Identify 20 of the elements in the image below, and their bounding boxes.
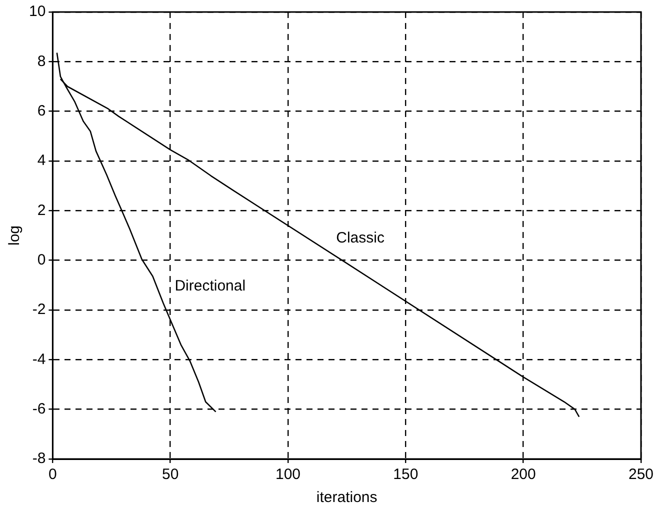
x-tick-label: 0	[48, 466, 57, 484]
series-label: Classic	[336, 229, 385, 246]
y-tick-label: -4	[32, 350, 46, 368]
y-tick-label: 6	[37, 102, 46, 120]
x-tick-label: 50	[162, 466, 179, 484]
y-tick-label: -6	[32, 400, 46, 418]
y-tick-label: 2	[37, 202, 46, 219]
y-tick-label: 4	[37, 152, 46, 170]
x-tick-label: 200	[510, 466, 536, 484]
y-tick-label: 10	[28, 3, 46, 20]
x-tick-label: 250	[628, 466, 654, 484]
y-tick-label: -8	[32, 450, 46, 468]
x-tick-label: 150	[393, 466, 418, 484]
y-tick-label: 0	[37, 251, 46, 268]
x-tick-label: 100	[275, 466, 301, 484]
y-axis-title: log	[6, 225, 24, 246]
series-label: Directional	[174, 277, 246, 294]
y-tick-label: -2	[32, 301, 46, 318]
y-tick-label: 8	[37, 52, 46, 70]
x-axis-title: iterations	[316, 489, 378, 506]
